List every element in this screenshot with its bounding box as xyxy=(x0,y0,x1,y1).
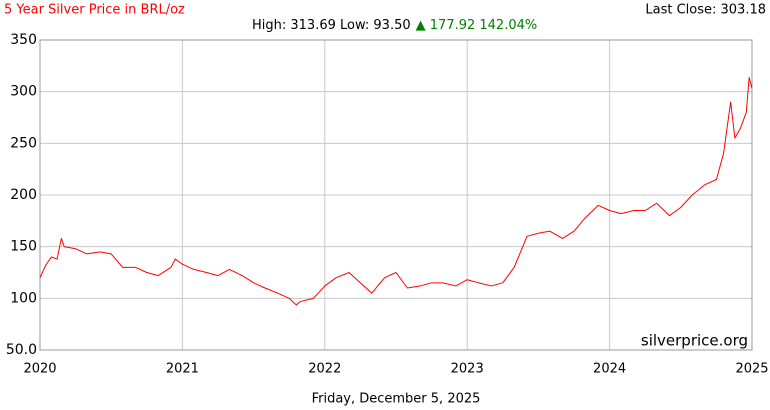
price-line xyxy=(39,77,753,306)
y-tick-label: 200 xyxy=(10,187,37,203)
watermark: silverprice.org xyxy=(641,332,748,350)
x-tick-label: 2023 xyxy=(451,362,484,377)
x-tick-label: 2022 xyxy=(308,362,341,377)
y-tick-label: 150 xyxy=(10,239,37,255)
change: ▲ 177.92 142.04% xyxy=(416,18,538,33)
y-tick-label: 300 xyxy=(10,84,37,100)
y-tick-label: 50.0 xyxy=(6,342,37,358)
y-tick-label: 100 xyxy=(10,290,37,306)
high-low: High: 313.69 Low: 93.50 xyxy=(252,18,411,33)
x-tick-label: 2021 xyxy=(166,362,199,377)
y-tick-label: 250 xyxy=(10,135,37,151)
x-tick-label: 2025 xyxy=(735,362,768,377)
plot-border xyxy=(39,39,753,351)
x-tick-label: 2024 xyxy=(593,362,626,377)
x-tick-label: 2020 xyxy=(23,362,56,377)
y-tick-label: 350 xyxy=(10,32,37,48)
last-close: Last Close: 303.18 xyxy=(645,3,766,18)
stats: High: 313.69 Low: 93.50 ▲ 177.92 142.04% xyxy=(252,18,537,33)
chart-title: 5 Year Silver Price in BRL/oz xyxy=(4,3,185,18)
date: Friday, December 5, 2025 xyxy=(312,392,481,407)
